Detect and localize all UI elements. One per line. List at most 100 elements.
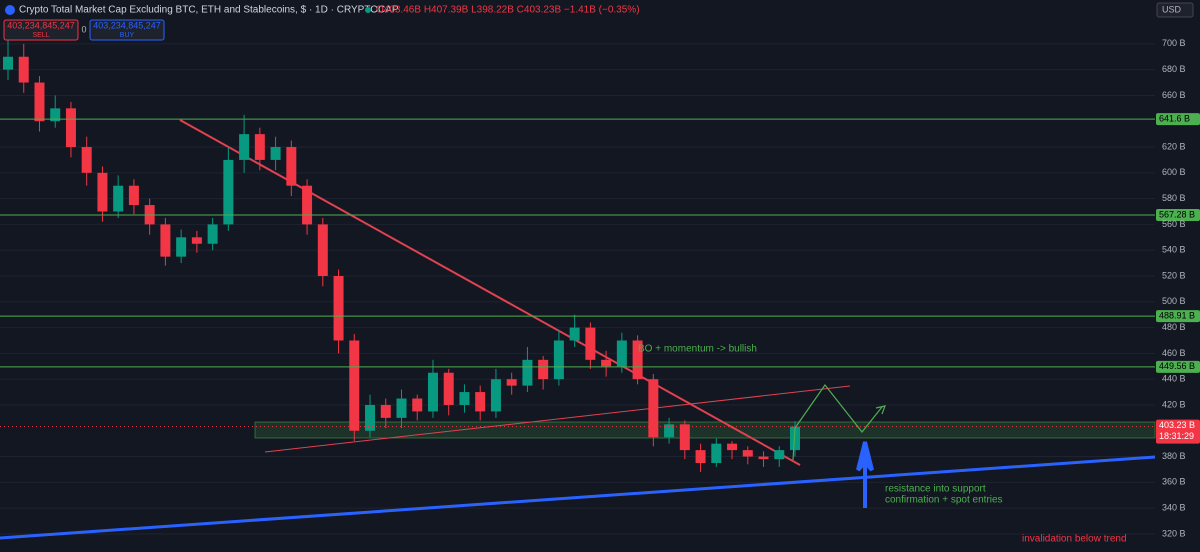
candle-body xyxy=(97,172,108,212)
candle-body xyxy=(65,108,76,148)
candle-body xyxy=(176,237,187,257)
y-tick-label: 340 B xyxy=(1162,503,1186,513)
blue-arrow xyxy=(856,441,874,508)
support-trendline xyxy=(0,455,1156,540)
candles xyxy=(3,37,800,473)
y-tick-label: 360 B xyxy=(1162,477,1186,487)
candle-body xyxy=(254,134,265,160)
candle-body xyxy=(648,379,659,438)
candle-body xyxy=(365,404,376,431)
y-tick-label: 460 B xyxy=(1162,348,1186,358)
level-label-box xyxy=(1156,113,1200,126)
chart-title: Crypto Total Market Cap Excluding BTC, E… xyxy=(19,5,399,16)
status-dot xyxy=(365,7,371,13)
candle-body xyxy=(18,56,29,83)
projection-path xyxy=(792,383,883,461)
currency-button[interactable] xyxy=(1156,2,1194,18)
candle-body xyxy=(317,224,328,276)
annotation: confirmation + spot entries xyxy=(885,495,1003,506)
candle-body xyxy=(569,327,580,341)
y-tick-label: 700 B xyxy=(1162,38,1186,48)
annotation: BO + momentum -> bullish xyxy=(638,344,757,355)
candle-body xyxy=(506,379,517,386)
candle-body xyxy=(711,443,722,464)
candle-body xyxy=(286,147,297,186)
candle-body xyxy=(81,147,92,173)
candle-body xyxy=(34,82,45,122)
candle-body xyxy=(128,185,139,206)
descending-trendline xyxy=(179,119,801,466)
candle-body xyxy=(522,359,533,386)
y-tick-label: 580 B xyxy=(1162,193,1186,203)
buy-label: BUY xyxy=(120,32,135,39)
candle-body xyxy=(443,372,454,405)
candle-body xyxy=(427,372,438,412)
candle-body xyxy=(664,424,675,438)
candle-body xyxy=(349,340,360,431)
candle-body xyxy=(538,359,549,380)
y-tick-label: 480 B xyxy=(1162,322,1186,332)
y-tick-label: 320 B xyxy=(1162,528,1186,538)
levels: 641.6 B 567.28 B 488.91 B 449.56 B 403.23 B1… xyxy=(0,113,1200,444)
sell-price: 403,234,845,247 xyxy=(7,20,75,30)
currency: USD xyxy=(1162,4,1182,14)
candle-body xyxy=(207,224,218,244)
sell-button[interactable] xyxy=(3,19,79,41)
level-label-box xyxy=(1156,209,1200,222)
y-tick-label: 440 B xyxy=(1162,374,1186,384)
y-tick-label: 540 B xyxy=(1162,245,1186,255)
candle-body xyxy=(601,359,612,367)
candle-body xyxy=(223,159,234,225)
grid xyxy=(0,43,1155,535)
candle-body xyxy=(396,398,407,418)
candle-body xyxy=(695,450,706,464)
buy-price: 403,234,845,247 xyxy=(93,20,161,30)
candle-body xyxy=(790,426,800,451)
ohlc: O403.46B H407.39B L398.22B C403.23B −1.4… xyxy=(376,5,640,16)
candle-body xyxy=(632,340,643,380)
y-tick-label: 420 B xyxy=(1162,399,1186,409)
y-tick-label: 680 B xyxy=(1162,64,1186,74)
y-tick-label: 620 B xyxy=(1162,141,1186,151)
last-price-box xyxy=(1156,419,1200,444)
level-label: 449.56 B xyxy=(1159,361,1195,371)
candle-body xyxy=(774,450,785,460)
y-tick-label: 560 B xyxy=(1162,219,1186,229)
candle-body xyxy=(270,147,281,160)
level-label: 641.6 B xyxy=(1159,114,1190,124)
candle-body xyxy=(727,443,738,451)
projection-arrowhead xyxy=(875,405,886,415)
countdown: 18:31:29 xyxy=(1159,431,1194,441)
annotation: invalidation below trend xyxy=(1022,534,1127,545)
ascending-trendline xyxy=(264,385,851,453)
candle-body xyxy=(239,134,250,160)
level-label-box xyxy=(1156,310,1200,323)
annotation: resistance into support xyxy=(885,484,986,495)
candle-body xyxy=(616,340,627,367)
spread: 0 xyxy=(81,24,86,34)
support-zone xyxy=(254,421,1156,439)
level-label-box xyxy=(1156,360,1200,373)
candle-body xyxy=(333,276,344,341)
candle-body xyxy=(113,185,124,212)
candle-body xyxy=(585,327,596,360)
y-tick-label: 660 B xyxy=(1162,90,1186,100)
level-label: 567.28 B xyxy=(1159,209,1195,219)
symbol-icon xyxy=(5,5,15,15)
y-tick-label: 500 B xyxy=(1162,296,1186,306)
candle-body xyxy=(475,392,486,412)
candle-body xyxy=(459,392,470,405)
candle-body xyxy=(50,108,61,122)
candle-body xyxy=(3,56,13,70)
buy-button[interactable] xyxy=(89,19,165,41)
candle-body xyxy=(758,456,769,460)
candle-body xyxy=(302,185,313,225)
y-tick-label: 600 B xyxy=(1162,167,1186,177)
candle-body xyxy=(412,398,423,412)
candle-body xyxy=(380,404,391,418)
y-tick-label: 520 B xyxy=(1162,270,1186,280)
level-label: 488.91 B xyxy=(1159,310,1195,320)
last-price-label: 403.23 B xyxy=(1159,420,1195,430)
y-tick-label: 380 B xyxy=(1162,451,1186,461)
